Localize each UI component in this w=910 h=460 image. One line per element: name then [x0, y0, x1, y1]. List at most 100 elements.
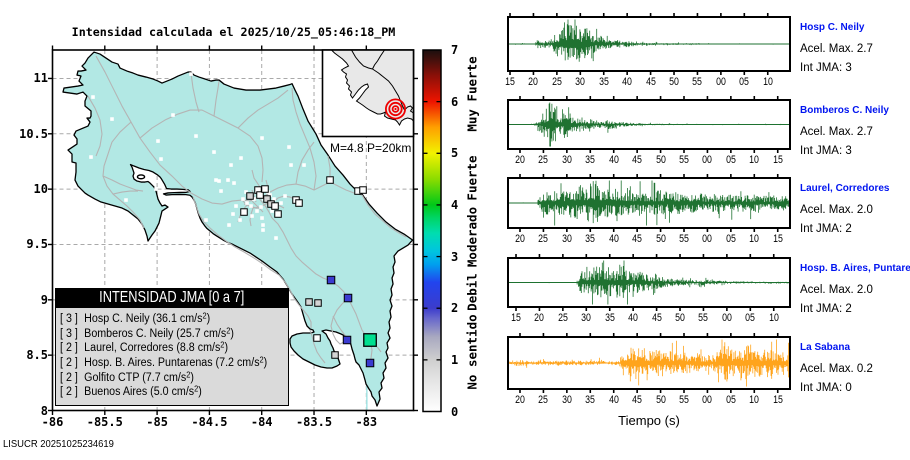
- intensity-marker-int0: [271, 202, 279, 210]
- station-dot: [244, 190, 248, 194]
- trace-int-label: Int JMA: 3: [800, 61, 852, 74]
- station-dot: [259, 205, 263, 209]
- colorbar-class-label: Fuerte: [464, 155, 480, 201]
- intensity-marker-int0: [261, 185, 269, 193]
- colorbar-tick-label: 4: [451, 197, 459, 212]
- intensity-marker-int0: [359, 186, 367, 194]
- station-dot: [89, 155, 93, 159]
- intensity-marker-int0: [256, 191, 264, 199]
- station-dot: [204, 218, 208, 222]
- station-dot: [255, 209, 259, 213]
- station-dot: [154, 187, 158, 191]
- station-dot: [110, 117, 114, 121]
- trace-tick-label: 40: [608, 153, 619, 166]
- trace-tick-label: 35: [585, 232, 596, 245]
- intensity-marker-int1: [305, 298, 313, 306]
- trace-tick-label: 05: [725, 393, 736, 406]
- legend-entry-text: Laurel, Corredores (8.8 cm/s2): [84, 340, 229, 355]
- legend-entry-level: [ 3 ]: [60, 327, 78, 340]
- trace-tick-label: 40: [608, 232, 619, 245]
- intensity-marker-int2: [342, 335, 352, 345]
- trace-tick-label: 35: [585, 153, 596, 166]
- trace-tick-label: 50: [669, 75, 679, 88]
- trace-tick-label: 45: [632, 153, 643, 166]
- road: [87, 95, 103, 157]
- station-dot: [261, 223, 265, 227]
- station-dot: [289, 163, 293, 167]
- trace-acel-label: Acel. Max. 2.0: [800, 284, 873, 296]
- trace-int-label: Int JMA: 3: [800, 144, 852, 157]
- legend-entry-level: [ 2 ]: [60, 342, 78, 355]
- station-dot: [268, 193, 272, 197]
- map-ytick-label: 10.5: [19, 126, 48, 141]
- colorbar-tick-label: 2: [451, 301, 459, 316]
- map-xtick-label: -83: [355, 415, 378, 429]
- trace-tick-label: 55: [679, 232, 689, 245]
- unit-superscript: 2: [259, 355, 264, 365]
- road: [190, 72, 200, 113]
- trace-tick-label: 45: [651, 311, 662, 324]
- epicenter-ring: [388, 101, 403, 117]
- station-dot: [287, 145, 291, 149]
- trace-tick-label: 50: [675, 311, 685, 324]
- trace-int-label: Int JMA: 2: [800, 222, 852, 235]
- trace-tick-label: 30: [561, 393, 572, 406]
- trace-tick-label: 20: [515, 232, 525, 245]
- trace-tick-label: 25: [538, 393, 549, 406]
- road: [295, 141, 315, 185]
- station-dot: [238, 218, 242, 222]
- trace-tick-label: 10: [768, 311, 779, 324]
- trace-tick-label: 10: [749, 153, 760, 166]
- map-ytick-label: 8.5: [26, 348, 48, 363]
- station-dot: [171, 113, 175, 117]
- station-dot: [250, 214, 254, 218]
- inset-frame: [321, 49, 415, 138]
- unit-superscript: 2: [194, 384, 199, 394]
- road: [330, 297, 349, 345]
- road: [112, 190, 139, 195]
- colorbar-frame: [422, 49, 442, 413]
- trace-tick-label: 20: [515, 393, 525, 406]
- trace-tick-label: 35: [604, 311, 615, 324]
- road: [139, 109, 264, 183]
- road: [102, 175, 144, 192]
- trace-station-name: Hosp C. Neily: [800, 22, 865, 33]
- station-dot: [219, 189, 223, 193]
- intensity-marker-int3: [363, 333, 377, 347]
- trace-int-label: Int JMA: 0: [800, 381, 852, 394]
- station-dot: [260, 216, 264, 220]
- station-dot: [252, 197, 256, 201]
- legend-entry: [ 3 ] Bomberos C. Neily (25.7 cm/s2): [60, 326, 234, 340]
- legend-entry: [ 3 ] Hosp C. Neily (36.1 cm/s2): [60, 312, 210, 325]
- time-axis-title: Tiempo (s): [618, 412, 680, 428]
- trace-tick-label: 40: [608, 393, 619, 406]
- colorbar-class-label: Debil: [464, 272, 480, 311]
- trace-tick-label: 40: [622, 75, 633, 88]
- unit-superscript: 2: [226, 326, 231, 336]
- intensity-marker-int2: [326, 275, 336, 285]
- station-dot: [226, 178, 230, 182]
- colorbar-tick-label: 0: [451, 404, 459, 419]
- trace-tick-label: 25: [551, 75, 562, 88]
- colorbar-tick-label: 1: [451, 352, 459, 367]
- trace-tick-label: 25: [557, 311, 568, 324]
- intensity-marker-int0: [240, 208, 248, 216]
- station-dot: [274, 236, 278, 240]
- colorbar-tick-label: 3: [451, 249, 459, 264]
- trace-tick-label: 00: [702, 393, 713, 406]
- map-ytick-label: 11: [33, 71, 48, 86]
- station-dot: [283, 194, 287, 198]
- road: [257, 196, 273, 219]
- trace-acel-label: Acel. Max. 2.0: [800, 204, 873, 216]
- trace-tick-label: 55: [698, 311, 709, 324]
- road: [192, 196, 312, 329]
- trace-tick-label: 05: [725, 232, 736, 245]
- map-xtick-label: -84.5: [191, 415, 228, 429]
- intensity-marker-int2: [365, 358, 375, 368]
- trace-box: [507, 16, 791, 72]
- trace-tick-label: 45: [632, 232, 643, 245]
- intensity-marker-int0: [274, 210, 282, 218]
- trace-tick-label: 30: [561, 153, 572, 166]
- trace-tick-label: 05: [739, 75, 750, 88]
- costa-rica-landmass: [62, 51, 414, 407]
